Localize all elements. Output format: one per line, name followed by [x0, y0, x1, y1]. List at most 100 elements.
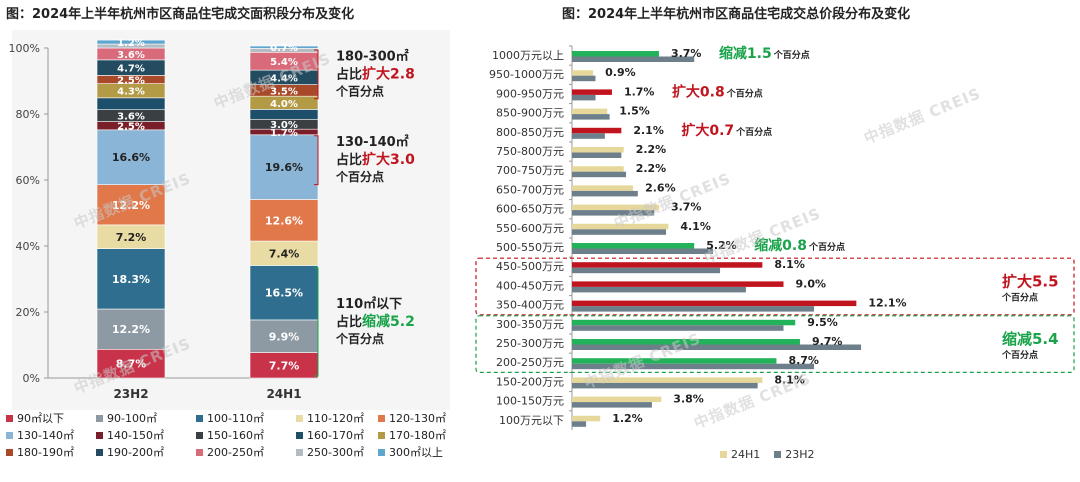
bar-segment [96, 39, 166, 45]
data-label: 2.5% [117, 122, 145, 133]
bar-23h2 [572, 210, 655, 216]
legend-item: 90㎡以下 [6, 410, 64, 426]
bar-23h2 [572, 190, 638, 197]
legend-label: 130-140㎡ [17, 429, 74, 442]
legend-item: 170-180㎡ [378, 427, 446, 443]
category-label: 1000万元以上 [492, 49, 564, 62]
bar-segment [249, 134, 319, 200]
bar-23h2 [572, 325, 784, 331]
value-label: 2.6% [645, 181, 676, 194]
data-label: 4.3% [117, 87, 145, 98]
box-annotation-main: 缩减5.4 [1002, 330, 1059, 348]
legend-label: 90-100㎡ [107, 412, 157, 425]
legend-item: 150-160㎡ [196, 427, 264, 443]
category-label: 200-250万元 [496, 356, 564, 369]
legend-item: 90-100㎡ [96, 410, 157, 426]
legend-label: 150-160㎡ [207, 429, 264, 442]
bar-segment [96, 184, 166, 226]
bar-24h1 [572, 339, 800, 345]
bar-24h1 [572, 166, 624, 172]
legend-swatch [196, 415, 203, 422]
bar-segment [96, 129, 166, 185]
stacked-bar-chart: 0% 20% 40% 60% 80% 100% 8.7% 12.2% 18.3% 7.2% 12.2… [9, 30, 450, 410]
legend-item: 23H2 [774, 448, 815, 461]
legend-item: 130-140㎡ [6, 427, 74, 443]
legend-swatch [6, 415, 13, 422]
bar-24h1 [572, 243, 695, 249]
data-label: 9.9% [269, 330, 300, 343]
legend-swatch [6, 449, 13, 456]
legend-label: 120-130㎡ [389, 412, 446, 425]
legend-item: 190-200㎡ [96, 444, 164, 460]
value-label: 4.1% [680, 220, 711, 233]
highlight-box [475, 257, 1075, 316]
legend-swatch [378, 415, 385, 422]
legend-label: 90㎡以下 [17, 412, 64, 425]
bar-segment [96, 97, 166, 111]
data-label: 7.7% [269, 359, 300, 372]
annotation-small: 个百分点 [726, 87, 763, 99]
data-label: 1.2% [117, 38, 145, 49]
data-label: 19.6% [265, 161, 303, 174]
bar-23h2 [572, 286, 746, 293]
annotation-small: 个百分点 [735, 126, 772, 138]
annotation: 缩减0.8 个百分点 [754, 237, 845, 254]
annotation-change: 占比扩大2.8 [336, 65, 415, 82]
bar-segment [249, 240, 319, 266]
area-distribution-panel: 图：2024年上半年杭州市区商品住宅成交面积段分布及变化 0% 20% 40% 60%… [0, 0, 460, 482]
annotation-suffix: 个百分点 [335, 83, 384, 98]
bar-23h2 [572, 114, 610, 120]
value-label: 5.2% [706, 239, 737, 252]
legend-item: 24H1 [720, 448, 760, 461]
category-label: 700-750万元 [496, 164, 564, 177]
bar-24h1 [572, 358, 777, 364]
data-label: 12.2% [112, 323, 150, 336]
legend-label: 180-190㎡ [17, 446, 74, 459]
value-label: 0.9% [605, 66, 636, 79]
legend-label: 190-200㎡ [107, 446, 164, 459]
category-label: 950-1000万元 [489, 68, 564, 81]
category-label: 450-500万元 [496, 260, 564, 273]
category-label: 350-400万元 [496, 299, 564, 312]
value-label: 8.1% [774, 258, 805, 271]
highlight-box [475, 315, 1075, 373]
annotation-bracket [314, 267, 319, 377]
legend-swatch [96, 432, 103, 439]
legend-item: 100-110㎡ [196, 410, 264, 426]
bar-24h1 [572, 396, 662, 403]
legend-label: 23H2 [785, 448, 815, 461]
annotation-bracket [314, 135, 319, 186]
value-label: 1.7% [624, 85, 655, 98]
bar-segment [96, 308, 166, 350]
legend-item: 300㎡以上 [378, 444, 443, 460]
value-label: 8.1% [774, 373, 805, 386]
bar-24h1 [572, 319, 796, 326]
category-label: 250-300万元 [496, 337, 564, 350]
data-label: 4.4% [270, 73, 298, 84]
bar-23h2 [572, 56, 695, 62]
data-label: 3.6% [117, 50, 145, 61]
value-label: 8.7% [788, 354, 819, 367]
bar-24h1 [572, 415, 601, 422]
bar-24h1 [572, 300, 857, 307]
annotation-bracket [314, 49, 319, 100]
annotation-highlight: 扩大3.0 [362, 151, 415, 168]
legend-label: 200-250㎡ [207, 446, 264, 459]
legend-item: 110-120㎡ [296, 410, 364, 426]
data-label: 1.7% [270, 128, 298, 139]
legend-label: 140-150㎡ [107, 429, 164, 442]
bar-24h1 [572, 185, 634, 191]
annotation-prefix: 占比 [336, 66, 362, 82]
annotation-range: 110㎡以下 [336, 296, 402, 312]
price-distribution-panel: 图：2024年上半年杭州市区商品住宅成交总价段分布及变化 1000万元以上 3.7… [470, 0, 1080, 482]
legend-swatch [378, 432, 385, 439]
legend-swatch [96, 449, 103, 456]
annotation-main: 扩大0.7 [681, 122, 734, 139]
annotation-prefix: 占比 [336, 152, 362, 168]
category-label: 500-550万元 [496, 241, 564, 254]
bar-segment [249, 109, 319, 120]
data-label: 3.5% [270, 86, 298, 97]
horizontal-bar-chart: 1000万元以上 3.7% 950-1000万元 0.9% 900-950万元 1.7% 8… [475, 45, 1075, 430]
value-label: 9.0% [796, 277, 827, 290]
category-label: 750-800万元 [496, 145, 564, 158]
